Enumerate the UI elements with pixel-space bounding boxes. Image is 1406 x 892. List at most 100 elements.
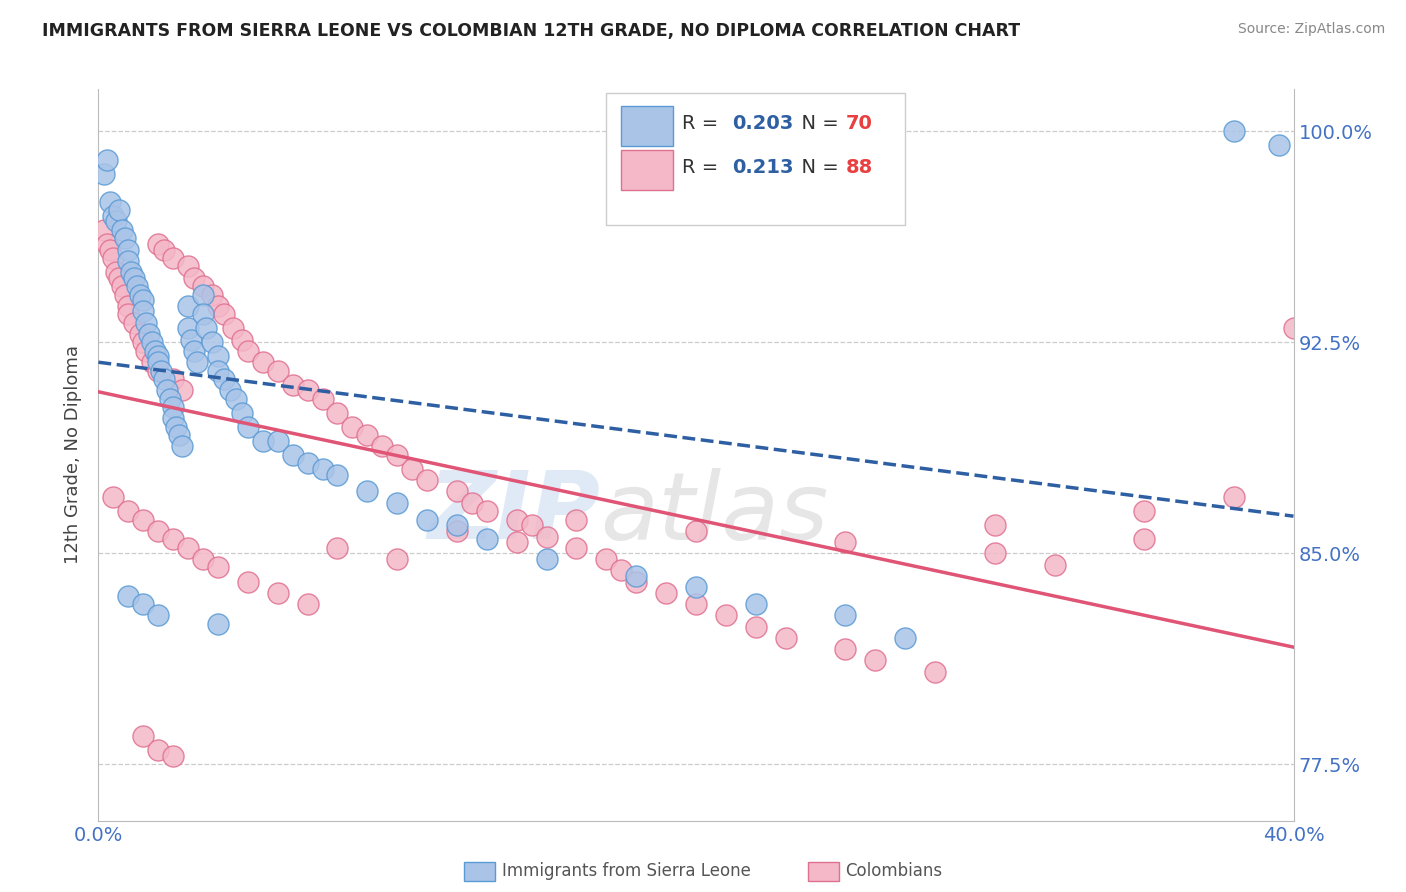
Point: [342, 419, 364, 434]
Point: [124, 270, 146, 285]
Point: [201, 335, 224, 350]
Point: [610, 563, 633, 577]
Point: [117, 589, 139, 603]
Point: [143, 343, 166, 358]
Point: [506, 513, 529, 527]
Point: [172, 383, 194, 397]
Text: Immigrants from Sierra Leone: Immigrants from Sierra Leone: [502, 863, 751, 880]
Point: [172, 440, 194, 454]
Point: [685, 524, 707, 538]
Point: [231, 333, 253, 347]
Point: [236, 419, 259, 434]
Point: [446, 518, 468, 533]
Point: [132, 729, 155, 743]
Point: [326, 406, 349, 420]
Point: [236, 574, 259, 589]
FancyBboxPatch shape: [620, 150, 673, 190]
Point: [148, 743, 170, 757]
Point: [132, 304, 155, 318]
Point: [180, 333, 202, 347]
Text: R =: R =: [682, 114, 724, 133]
Text: N =: N =: [789, 114, 845, 133]
Point: [132, 293, 155, 308]
Point: [1267, 138, 1289, 153]
Point: [201, 287, 224, 301]
Point: [655, 586, 678, 600]
Point: [162, 411, 184, 425]
Text: Colombians: Colombians: [845, 863, 942, 880]
Point: [127, 279, 149, 293]
Point: [267, 363, 290, 377]
Point: [834, 642, 856, 657]
Point: [108, 203, 131, 218]
Point: [207, 350, 229, 364]
Point: [207, 616, 229, 631]
Point: [148, 608, 170, 623]
Point: [626, 574, 648, 589]
Point: [267, 586, 290, 600]
Point: [506, 535, 529, 549]
Point: [93, 223, 115, 237]
Text: R =: R =: [682, 158, 724, 177]
Text: 70: 70: [845, 114, 872, 133]
Point: [212, 307, 235, 321]
Point: [297, 597, 319, 611]
Point: [132, 513, 155, 527]
Point: [475, 533, 498, 547]
Point: [103, 490, 125, 504]
Point: [117, 307, 139, 321]
Point: [356, 428, 378, 442]
Point: [745, 619, 768, 633]
Point: [98, 194, 122, 209]
Point: [148, 524, 170, 538]
Point: [984, 546, 1007, 560]
Point: [252, 434, 274, 448]
Point: [159, 392, 181, 406]
Point: [103, 209, 125, 223]
Point: [162, 533, 184, 547]
Point: [132, 335, 155, 350]
Point: [385, 552, 409, 566]
Point: [114, 287, 136, 301]
FancyBboxPatch shape: [606, 93, 905, 225]
Point: [834, 535, 856, 549]
Point: [714, 608, 737, 623]
Point: [416, 473, 439, 487]
Point: [177, 321, 200, 335]
Point: [520, 518, 543, 533]
Point: [1223, 124, 1246, 138]
Point: [267, 434, 290, 448]
Point: [775, 631, 797, 645]
Point: [219, 383, 242, 397]
Point: [595, 552, 617, 566]
Point: [745, 597, 768, 611]
Point: [98, 243, 122, 257]
Point: [153, 372, 176, 386]
Point: [222, 321, 245, 335]
Point: [111, 223, 134, 237]
Point: [183, 270, 205, 285]
Point: [114, 231, 136, 245]
Point: [984, 518, 1007, 533]
Point: [212, 372, 235, 386]
Point: [385, 448, 409, 462]
Point: [565, 541, 588, 555]
Point: [865, 653, 887, 667]
Point: [231, 406, 253, 420]
Point: [894, 631, 917, 645]
Text: 0.203: 0.203: [733, 114, 793, 133]
Point: [150, 363, 173, 377]
FancyBboxPatch shape: [620, 106, 673, 145]
Point: [191, 552, 214, 566]
Point: [225, 392, 247, 406]
Point: [1223, 490, 1246, 504]
Point: [281, 448, 304, 462]
Point: [120, 265, 142, 279]
Point: [326, 541, 349, 555]
Point: [1133, 533, 1156, 547]
Point: [177, 299, 200, 313]
Point: [311, 462, 333, 476]
Point: [141, 335, 163, 350]
Text: 0.213: 0.213: [733, 158, 793, 177]
Y-axis label: 12th Grade, No Diploma: 12th Grade, No Diploma: [65, 345, 83, 565]
